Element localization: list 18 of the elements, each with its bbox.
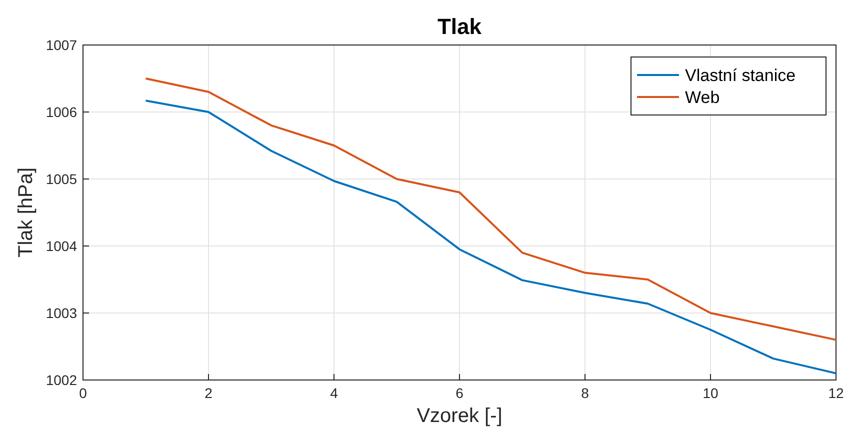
y-tick-label: 1004 — [46, 238, 78, 254]
x-tick-label: 2 — [204, 385, 213, 401]
x-tick-label: 0 — [79, 385, 88, 401]
x-tick-label: 6 — [456, 385, 464, 401]
legend-label: Vlastní stanice — [685, 66, 796, 85]
chart-title: Tlak — [437, 14, 482, 39]
y-tick-label: 1007 — [46, 37, 78, 53]
y-tick-label: 1006 — [46, 104, 78, 120]
x-tick-label: 10 — [702, 385, 718, 401]
y-axis-title: Tlak [hPa] — [15, 167, 37, 258]
x-tick-label: 4 — [330, 385, 338, 401]
y-tick-label: 1002 — [46, 372, 78, 388]
x-axis-title: Vzorek [-] — [416, 405, 502, 427]
x-tick-label: 8 — [581, 385, 590, 401]
legend-label: Web — [685, 88, 720, 107]
y-tick-label: 1003 — [46, 305, 78, 321]
y-tick-label: 1005 — [46, 171, 78, 187]
x-tick-label: 12 — [828, 385, 844, 401]
